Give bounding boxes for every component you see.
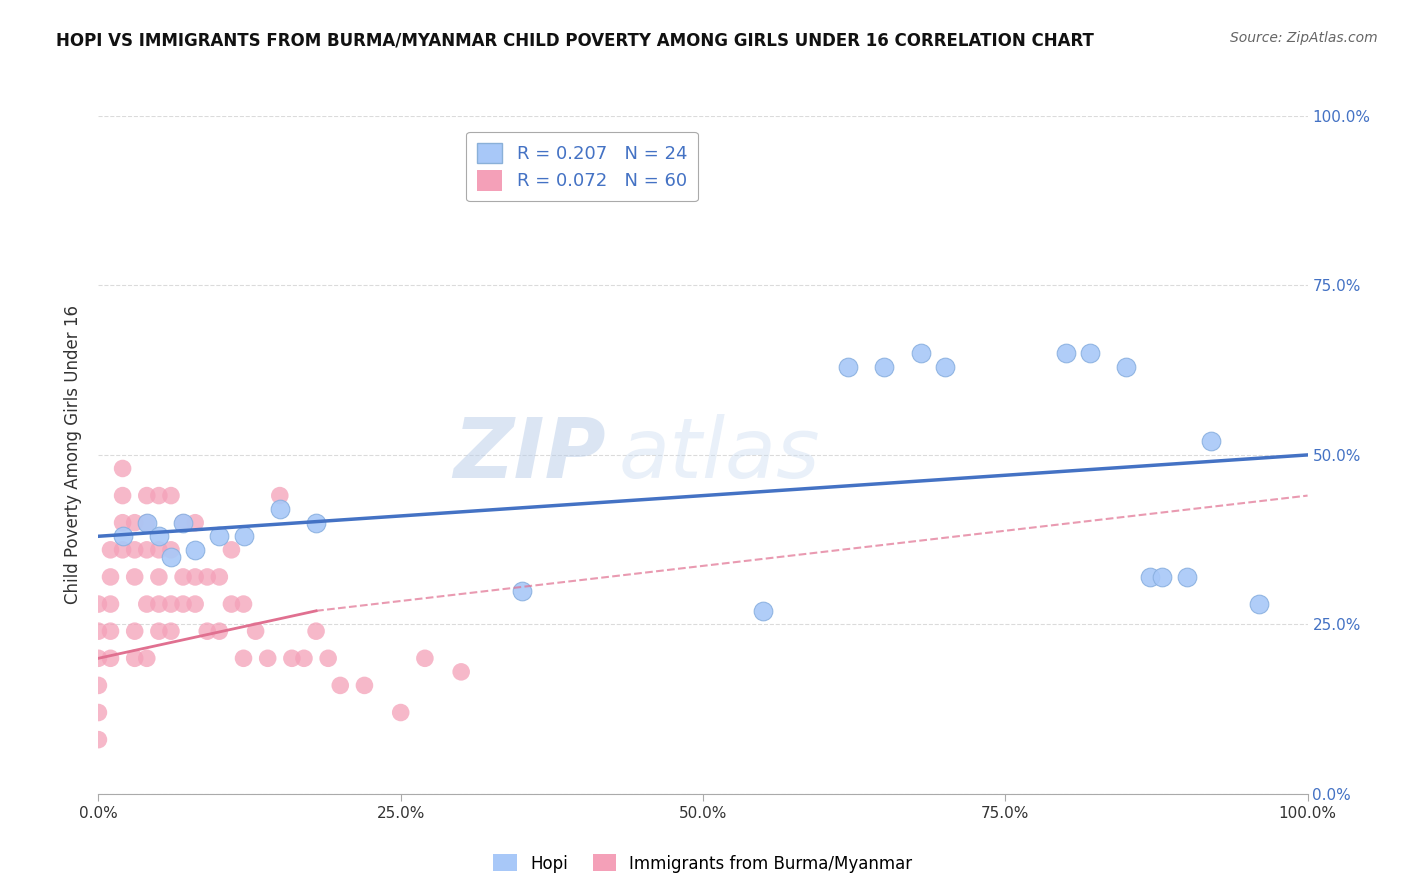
Point: [450, 665, 472, 679]
Text: ZIP: ZIP: [454, 415, 606, 495]
Point: [353, 678, 375, 692]
Point: [232, 651, 254, 665]
Point: [111, 461, 134, 475]
Point: [172, 597, 194, 611]
Point: [100, 570, 122, 584]
Point: [1078, 346, 1101, 360]
Point: [389, 706, 412, 720]
Point: [160, 489, 183, 503]
Point: [111, 489, 134, 503]
Point: [124, 651, 146, 665]
Point: [305, 516, 328, 530]
Point: [208, 529, 231, 543]
Point: [281, 651, 304, 665]
Point: [111, 542, 134, 557]
Point: [269, 502, 291, 516]
Point: [100, 542, 122, 557]
Point: [269, 489, 291, 503]
Text: HOPI VS IMMIGRANTS FROM BURMA/MYANMAR CHILD POVERTY AMONG GIRLS UNDER 16 CORRELA: HOPI VS IMMIGRANTS FROM BURMA/MYANMAR CH…: [56, 31, 1094, 49]
Point: [148, 489, 170, 503]
Point: [87, 678, 110, 692]
Point: [413, 651, 436, 665]
Point: [245, 624, 267, 639]
Point: [135, 542, 157, 557]
Point: [208, 570, 231, 584]
Point: [87, 597, 110, 611]
Point: [195, 624, 218, 639]
Point: [208, 624, 231, 639]
Point: [232, 529, 254, 543]
Point: [160, 624, 183, 639]
Point: [837, 359, 859, 374]
Point: [172, 570, 194, 584]
Point: [184, 570, 207, 584]
Point: [160, 542, 183, 557]
Point: [100, 624, 122, 639]
Point: [1115, 359, 1137, 374]
Point: [510, 583, 533, 598]
Legend: R = 0.207   N = 24, R = 0.072   N = 60: R = 0.207 N = 24, R = 0.072 N = 60: [467, 132, 697, 202]
Point: [100, 597, 122, 611]
Point: [148, 542, 170, 557]
Point: [160, 549, 183, 564]
Point: [111, 529, 134, 543]
Point: [87, 624, 110, 639]
Point: [221, 542, 243, 557]
Point: [752, 604, 775, 618]
Point: [124, 570, 146, 584]
Text: atlas: atlas: [619, 415, 820, 495]
Point: [111, 516, 134, 530]
Point: [172, 516, 194, 530]
Point: [910, 346, 932, 360]
Point: [124, 516, 146, 530]
Point: [232, 597, 254, 611]
Point: [148, 597, 170, 611]
Point: [329, 678, 352, 692]
Point: [135, 651, 157, 665]
Point: [124, 542, 146, 557]
Point: [1054, 346, 1077, 360]
Point: [934, 359, 956, 374]
Point: [100, 651, 122, 665]
Point: [135, 489, 157, 503]
Point: [256, 651, 278, 665]
Point: [1199, 434, 1222, 449]
Point: [160, 597, 183, 611]
Point: [292, 651, 315, 665]
Point: [124, 624, 146, 639]
Point: [87, 706, 110, 720]
Point: [1139, 570, 1161, 584]
Point: [87, 732, 110, 747]
Point: [1249, 597, 1271, 611]
Point: [305, 624, 328, 639]
Text: Source: ZipAtlas.com: Source: ZipAtlas.com: [1230, 31, 1378, 45]
Point: [135, 516, 157, 530]
Point: [316, 651, 339, 665]
Point: [148, 624, 170, 639]
Point: [221, 597, 243, 611]
Point: [135, 516, 157, 530]
Legend: Hopi, Immigrants from Burma/Myanmar: Hopi, Immigrants from Burma/Myanmar: [486, 847, 920, 880]
Point: [873, 359, 896, 374]
Point: [148, 529, 170, 543]
Point: [1152, 570, 1174, 584]
Point: [184, 542, 207, 557]
Point: [1175, 570, 1198, 584]
Point: [172, 516, 194, 530]
Point: [87, 651, 110, 665]
Point: [184, 597, 207, 611]
Point: [195, 570, 218, 584]
Point: [184, 516, 207, 530]
Y-axis label: Child Poverty Among Girls Under 16: Child Poverty Among Girls Under 16: [65, 305, 83, 605]
Point: [135, 597, 157, 611]
Point: [148, 570, 170, 584]
